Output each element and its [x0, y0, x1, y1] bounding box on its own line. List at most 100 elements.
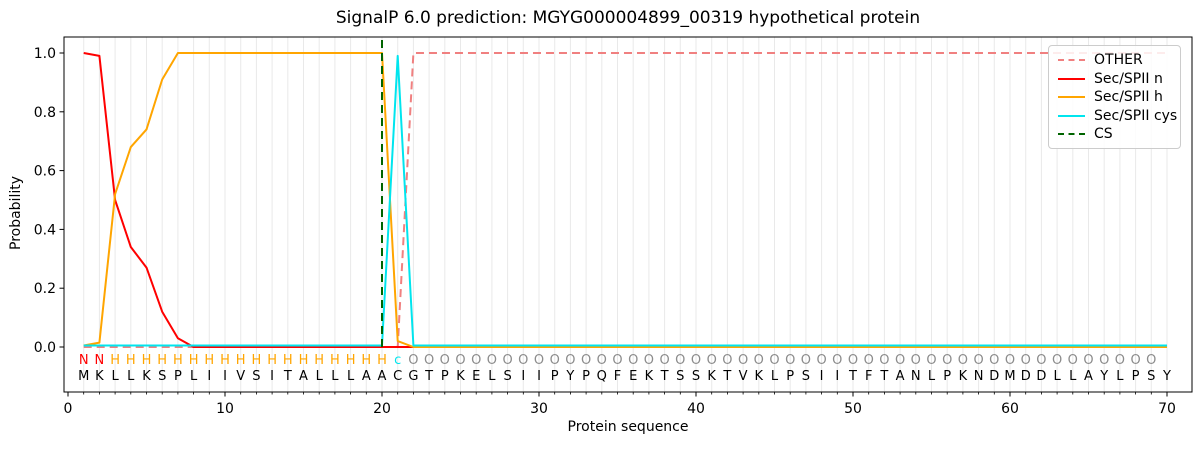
svg-text:P: P: [1132, 369, 1140, 384]
svg-text:0: 0: [64, 401, 73, 417]
chart-title: SignalP 6.0 prediction: MGYG000004899_00…: [335, 8, 921, 28]
legend-label-sec-spii-n: Sec/SPII n: [1094, 70, 1163, 87]
svg-text:60: 60: [1001, 401, 1019, 417]
svg-text:O: O: [722, 353, 732, 368]
svg-text:O: O: [471, 353, 481, 368]
svg-text:H: H: [236, 353, 246, 368]
series-sec-spii-h: [83, 52, 1167, 348]
svg-text:P: P: [551, 369, 559, 384]
svg-text:c: c: [394, 353, 401, 368]
svg-text:S: S: [1147, 369, 1155, 384]
svg-text:P: P: [943, 369, 951, 384]
svg-text:V: V: [739, 369, 748, 384]
svg-text:H: H: [157, 353, 167, 368]
svg-text:D: D: [1021, 369, 1031, 384]
svg-text:L: L: [111, 369, 119, 384]
svg-text:H: H: [173, 353, 183, 368]
svg-text:Y: Y: [1099, 369, 1108, 384]
svg-text:O: O: [989, 353, 999, 368]
legend-swatch-sec-spii-h: [1058, 96, 1085, 98]
gridlines: [83, 37, 1168, 392]
svg-text:T: T: [424, 369, 433, 384]
svg-text:H: H: [283, 353, 293, 368]
svg-text:L: L: [488, 369, 496, 384]
svg-text:F: F: [865, 369, 872, 384]
svg-text:0.6: 0.6: [34, 164, 56, 180]
svg-text:K: K: [707, 369, 716, 384]
svg-text:H: H: [314, 353, 324, 368]
svg-text:1.0: 1.0: [34, 46, 56, 62]
svg-text:O: O: [816, 353, 826, 368]
series-sec-spii-cys: [83, 54, 1167, 347]
svg-text:0.8: 0.8: [34, 105, 56, 121]
svg-text:A: A: [1084, 369, 1093, 384]
svg-text:T: T: [879, 369, 888, 384]
plot-border: [63, 36, 1193, 393]
svg-text:O: O: [612, 353, 622, 368]
svg-text:A: A: [896, 369, 905, 384]
svg-text:O: O: [1099, 353, 1109, 368]
svg-text:O: O: [1052, 353, 1062, 368]
svg-text:H: H: [252, 353, 262, 368]
svg-text:L: L: [1069, 369, 1077, 384]
svg-text:O: O: [926, 353, 936, 368]
legend-label-cs: CS: [1094, 126, 1113, 142]
svg-text:O: O: [895, 353, 905, 368]
svg-text:H: H: [377, 353, 387, 368]
svg-text:O: O: [1115, 353, 1125, 368]
svg-text:N: N: [911, 369, 921, 384]
svg-text:0.0: 0.0: [34, 340, 56, 356]
legend-label-sec-spii-cys: Sec/SPII cys: [1094, 107, 1178, 124]
svg-text:O: O: [738, 353, 748, 368]
svg-text:O: O: [675, 353, 685, 368]
svg-text:40: 40: [687, 401, 705, 417]
svg-text:70: 70: [1158, 401, 1176, 417]
legend-swatch-sec-spii-n: [1058, 77, 1085, 80]
legend-item-other: OTHER: [1058, 53, 1171, 67]
svg-text:L: L: [316, 369, 324, 384]
svg-text:H: H: [126, 353, 136, 368]
svg-text:L: L: [928, 369, 936, 384]
svg-text:L: L: [1053, 369, 1061, 384]
legend-item-sec-spii-cys: Sec/SPII cys: [1058, 109, 1177, 123]
svg-text:H: H: [267, 353, 277, 368]
svg-text:L: L: [1116, 369, 1124, 384]
svg-text:K: K: [959, 369, 968, 384]
svg-text:O: O: [958, 353, 968, 368]
svg-text:L: L: [190, 369, 198, 384]
svg-text:H: H: [189, 353, 199, 368]
svg-text:H: H: [330, 353, 340, 368]
svg-text:O: O: [864, 353, 874, 368]
svg-text:D: D: [989, 369, 999, 384]
svg-text:M: M: [78, 369, 89, 384]
svg-text:K: K: [456, 369, 465, 384]
svg-text:10: 10: [216, 401, 234, 417]
svg-text:T: T: [283, 369, 292, 384]
svg-text:S: S: [802, 369, 810, 384]
legend-swatch-cs: [1058, 133, 1085, 135]
svg-text:O: O: [534, 353, 544, 368]
legend-item-cs: CS: [1058, 127, 1171, 141]
x-axis-label: Protein sequence: [567, 419, 689, 435]
svg-text:30: 30: [530, 401, 548, 417]
svg-text:S: S: [158, 369, 166, 384]
svg-text:O: O: [754, 353, 764, 368]
svg-text:M: M: [1004, 369, 1015, 384]
svg-text:O: O: [487, 353, 497, 368]
svg-text:N: N: [974, 369, 984, 384]
svg-text:E: E: [629, 369, 637, 384]
y-axis-ticks: 0.0 0.2 0.4 0.6 0.8 1.0: [34, 46, 64, 356]
svg-text:I: I: [223, 369, 227, 384]
svg-text:K: K: [142, 369, 151, 384]
svg-text:O: O: [801, 353, 811, 368]
svg-text:H: H: [204, 353, 214, 368]
svg-text:H: H: [142, 353, 152, 368]
svg-text:V: V: [236, 369, 245, 384]
svg-text:I: I: [835, 369, 839, 384]
svg-text:O: O: [644, 353, 654, 368]
svg-text:G: G: [408, 369, 418, 384]
legend-label-sec-spii-h: Sec/SPII h: [1094, 89, 1163, 105]
